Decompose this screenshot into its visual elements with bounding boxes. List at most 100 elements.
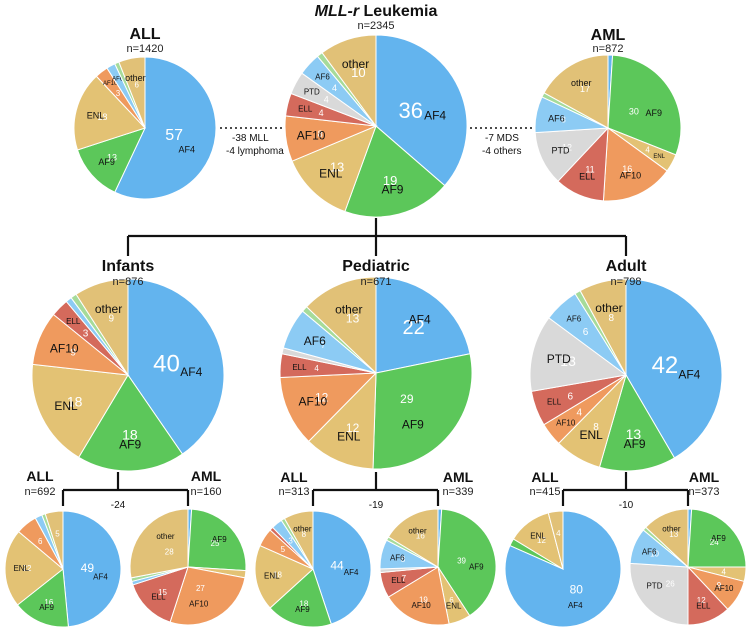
- value-label-pediatric-af10: 12: [315, 390, 329, 404]
- value-label-inf_all-enl: 22: [23, 564, 32, 573]
- category-label-adu_all-enl: ENL: [530, 531, 546, 540]
- value-label-infants-af10: 9: [70, 348, 76, 359]
- value-label-main-af9: 19: [383, 173, 397, 188]
- slice-inf_all-enl: [4, 530, 64, 606]
- title-adu_all: ALL: [531, 469, 559, 485]
- category-label-main-af6: AF6: [315, 72, 330, 81]
- value-label-ped_aml-af6: 8: [401, 555, 406, 564]
- value-label-ped_aml-other: 16: [416, 531, 425, 540]
- n-label-aml_top: n=872: [593, 43, 624, 55]
- value-label-adu_aml-ell: 12: [697, 596, 706, 605]
- value-label-pediatric-other: 13: [346, 311, 360, 325]
- category-label-adu_aml-af9: AF9: [711, 534, 726, 543]
- title-rest-part: Leukemia: [359, 3, 437, 20]
- n-label-all_top: n=1420: [126, 43, 163, 55]
- slice-infants-other: [75, 278, 129, 377]
- value-label-adu_aml-ptd: 26: [666, 579, 675, 588]
- value-label-all_top-other: 6: [135, 81, 140, 90]
- slice-adult-other: [579, 278, 627, 376]
- value-label-ped_all-af4: 44: [330, 558, 344, 572]
- slice-pediatric-af4: [375, 276, 471, 374]
- value-label-all_top-enl: 18: [97, 112, 107, 122]
- value-label-ped_all-enl: 18: [273, 571, 282, 580]
- category-label-pediatric-ell: ELL: [292, 363, 307, 372]
- title-inf_all: ALL: [26, 468, 54, 484]
- n-label-infants: n=876: [113, 276, 144, 288]
- slice-adu_aml-ptd: [629, 562, 689, 626]
- note-left-1: -38 MLL: [232, 133, 269, 144]
- value-label-pediatric-ell: 4: [314, 364, 319, 373]
- category-label-adult-af6: AF6: [567, 314, 582, 323]
- value-label-infants-af9: 18: [122, 426, 138, 442]
- slice-adu_aml-af9: [687, 508, 747, 568]
- category-label-infants-af4: AF4: [180, 365, 202, 379]
- category-label-ped_all-af9: AF9: [295, 605, 310, 614]
- slice-all_top-af9: [76, 127, 146, 193]
- category-label-aml_top-ell: ELL: [579, 171, 595, 181]
- slice-all_top-af4: [114, 56, 217, 200]
- value-label-adult-af10: 4: [577, 407, 583, 418]
- category-label-aml_top-other: other: [571, 78, 592, 88]
- title-adu_aml: AML: [689, 469, 720, 485]
- category-label-main-af9: AF9: [381, 183, 403, 197]
- title-italic-part: MLL-r: [315, 3, 360, 20]
- category-label-infants-enl: ENL: [54, 399, 78, 413]
- value-label-adu_aml-af9: 24: [710, 538, 719, 547]
- pie-pediatric: 22AF429AF912ENL12AF104ELL7AF613otherPedi…: [279, 258, 473, 470]
- slice-adult-af4: [625, 278, 723, 459]
- value-label-adult-af4: 42: [652, 352, 679, 379]
- category-label-adult-af4: AF4: [678, 367, 700, 381]
- n-label-inf_aml: n=160: [191, 486, 222, 498]
- category-label-adu_aml-other: other: [662, 524, 681, 533]
- value-label-adu_aml-af6: 10: [650, 550, 659, 559]
- value-label-aml_top-enl: 4: [645, 146, 650, 155]
- n-label-ped_aml: n=339: [443, 486, 474, 498]
- value-label-main-af10: 8: [318, 129, 323, 139]
- title-inf_aml: AML: [191, 468, 222, 484]
- slice-aml_top-af9: [607, 54, 682, 156]
- category-label-main-other: other: [342, 57, 369, 71]
- category-label-infants-other: other: [95, 302, 122, 316]
- title-main: MLL-r Leukemia: [315, 3, 438, 20]
- note-pediatric-diff: -19: [369, 500, 384, 511]
- value-label-ped_all-af10: 5: [281, 545, 286, 554]
- note-infants-diff: -24: [111, 500, 126, 511]
- slice-pediatric-enl: [307, 371, 377, 470]
- value-label-aml_top-ptd: 12: [562, 142, 572, 152]
- value-label-adult-ell: 6: [567, 391, 573, 402]
- n-label-adu_aml: n=373: [689, 486, 720, 498]
- slice-pediatric-af10: [279, 372, 378, 443]
- category-label-inf_aml-af9: AF9: [212, 535, 227, 544]
- category-label-adult-af9: AF9: [624, 437, 646, 451]
- value-label-ped_aml-ell: 7: [402, 574, 407, 583]
- value-label-aml_top-ell: 11: [585, 165, 594, 175]
- category-label-all_top-af4: AF4: [179, 144, 196, 154]
- n-label-adu_all: n=415: [530, 486, 561, 498]
- category-label-ped_aml-other: other: [408, 526, 427, 535]
- value-label-adult-ptd: 13: [560, 353, 576, 369]
- category-label-pediatric-af6: AF6: [304, 334, 326, 348]
- slice-main-af4: [375, 34, 468, 187]
- value-label-adu_aml-af10: 9: [717, 581, 722, 590]
- category-label-ped_all-other: other: [293, 524, 312, 533]
- category-label-ped_all-af4: AF4: [344, 568, 359, 577]
- value-label-adu_aml-enl: 4: [721, 567, 726, 576]
- value-label-infants-other: 9: [108, 313, 114, 324]
- category-label-infants-ell: ELL: [66, 317, 81, 326]
- category-label-pediatric-af9: AF9: [402, 418, 424, 432]
- note-adult-diff: -10: [619, 500, 634, 511]
- category-label-adult-enl: ENL: [579, 428, 603, 442]
- value-label-inf_aml-other: 28: [165, 547, 174, 556]
- category-label-adu_aml-ptd: PTD: [646, 581, 662, 590]
- title-adult: Adult: [606, 258, 648, 275]
- value-label-main-enl: 13: [330, 159, 344, 174]
- value-label-ped_aml-af10: 19: [419, 596, 428, 605]
- slice-infants-af9: [78, 374, 184, 472]
- value-label-inf_all-af9: 16: [44, 598, 53, 607]
- category-label-adult-af10: AF10: [556, 418, 576, 427]
- value-label-infants-af4: 40: [153, 350, 180, 377]
